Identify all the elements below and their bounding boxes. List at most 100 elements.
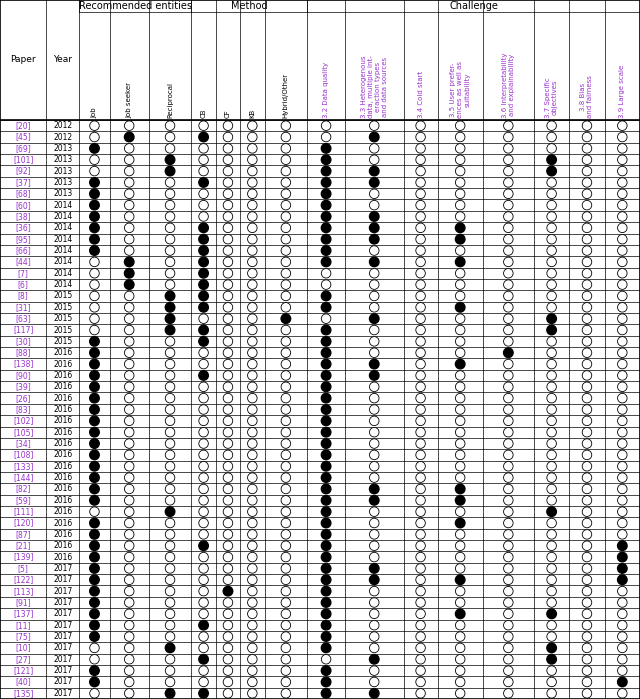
- Circle shape: [369, 575, 379, 584]
- Circle shape: [199, 552, 209, 562]
- Circle shape: [199, 348, 209, 357]
- Circle shape: [416, 609, 426, 619]
- Circle shape: [547, 257, 556, 267]
- Circle shape: [281, 291, 291, 301]
- Text: 3.4 Cold start: 3.4 Cold start: [417, 71, 424, 118]
- Circle shape: [199, 325, 209, 335]
- Circle shape: [618, 223, 627, 233]
- Circle shape: [248, 632, 257, 641]
- Circle shape: [124, 484, 134, 493]
- Circle shape: [165, 291, 175, 301]
- Circle shape: [582, 450, 592, 460]
- Circle shape: [547, 552, 556, 562]
- Circle shape: [416, 484, 426, 493]
- Circle shape: [547, 280, 556, 289]
- Text: 2017: 2017: [53, 610, 72, 619]
- Circle shape: [416, 246, 426, 255]
- Circle shape: [199, 427, 209, 437]
- Circle shape: [369, 314, 379, 324]
- Circle shape: [199, 632, 209, 641]
- Circle shape: [165, 348, 175, 357]
- Circle shape: [504, 337, 513, 346]
- Circle shape: [547, 643, 556, 653]
- Circle shape: [416, 563, 426, 573]
- Circle shape: [281, 359, 291, 369]
- Circle shape: [618, 325, 627, 335]
- Circle shape: [90, 689, 99, 698]
- Text: 2017: 2017: [53, 643, 72, 652]
- Circle shape: [124, 121, 134, 131]
- Circle shape: [90, 303, 99, 312]
- Text: 2014: 2014: [53, 212, 72, 221]
- Circle shape: [124, 212, 134, 222]
- Circle shape: [369, 496, 379, 505]
- Circle shape: [369, 598, 379, 607]
- Circle shape: [416, 394, 426, 403]
- Circle shape: [618, 654, 627, 664]
- Circle shape: [124, 132, 134, 142]
- Circle shape: [223, 121, 233, 131]
- Circle shape: [223, 314, 233, 324]
- Circle shape: [504, 166, 513, 176]
- Circle shape: [504, 155, 513, 164]
- Circle shape: [321, 337, 331, 346]
- Circle shape: [223, 370, 233, 380]
- Circle shape: [369, 552, 379, 562]
- Circle shape: [248, 677, 257, 686]
- Circle shape: [223, 450, 233, 460]
- Circle shape: [223, 654, 233, 664]
- Text: 2016: 2016: [53, 394, 72, 403]
- Circle shape: [281, 518, 291, 528]
- Circle shape: [281, 178, 291, 187]
- Circle shape: [248, 496, 257, 505]
- Circle shape: [618, 370, 627, 380]
- Circle shape: [582, 166, 592, 176]
- Circle shape: [369, 394, 379, 403]
- Text: 2016: 2016: [53, 530, 72, 539]
- Circle shape: [321, 586, 331, 596]
- Circle shape: [416, 178, 426, 187]
- Circle shape: [416, 643, 426, 653]
- Circle shape: [618, 189, 627, 199]
- Circle shape: [223, 394, 233, 403]
- Circle shape: [223, 268, 233, 278]
- Circle shape: [124, 314, 134, 324]
- Circle shape: [199, 563, 209, 573]
- Circle shape: [618, 552, 627, 562]
- Circle shape: [223, 439, 233, 448]
- Circle shape: [124, 598, 134, 607]
- Text: [6]: [6]: [18, 280, 29, 289]
- Circle shape: [165, 563, 175, 573]
- Circle shape: [223, 348, 233, 357]
- Circle shape: [248, 303, 257, 312]
- Circle shape: [547, 484, 556, 493]
- Text: [122]: [122]: [13, 575, 33, 584]
- Circle shape: [223, 552, 233, 562]
- Circle shape: [504, 689, 513, 698]
- Circle shape: [456, 348, 465, 357]
- Circle shape: [223, 143, 233, 153]
- Circle shape: [248, 598, 257, 607]
- Circle shape: [223, 291, 233, 301]
- Circle shape: [547, 518, 556, 528]
- Circle shape: [248, 484, 257, 493]
- Circle shape: [199, 416, 209, 426]
- Circle shape: [618, 586, 627, 596]
- Circle shape: [456, 461, 465, 471]
- Circle shape: [223, 473, 233, 482]
- Circle shape: [456, 291, 465, 301]
- Circle shape: [281, 257, 291, 267]
- Circle shape: [124, 382, 134, 391]
- Text: 2014: 2014: [53, 201, 72, 210]
- Circle shape: [223, 223, 233, 233]
- Circle shape: [248, 201, 257, 210]
- Circle shape: [199, 223, 209, 233]
- Text: 2017: 2017: [53, 632, 72, 641]
- Circle shape: [618, 268, 627, 278]
- Circle shape: [504, 507, 513, 517]
- Circle shape: [223, 643, 233, 653]
- Circle shape: [248, 143, 257, 153]
- Circle shape: [321, 654, 331, 664]
- Circle shape: [124, 234, 134, 244]
- Circle shape: [582, 621, 592, 630]
